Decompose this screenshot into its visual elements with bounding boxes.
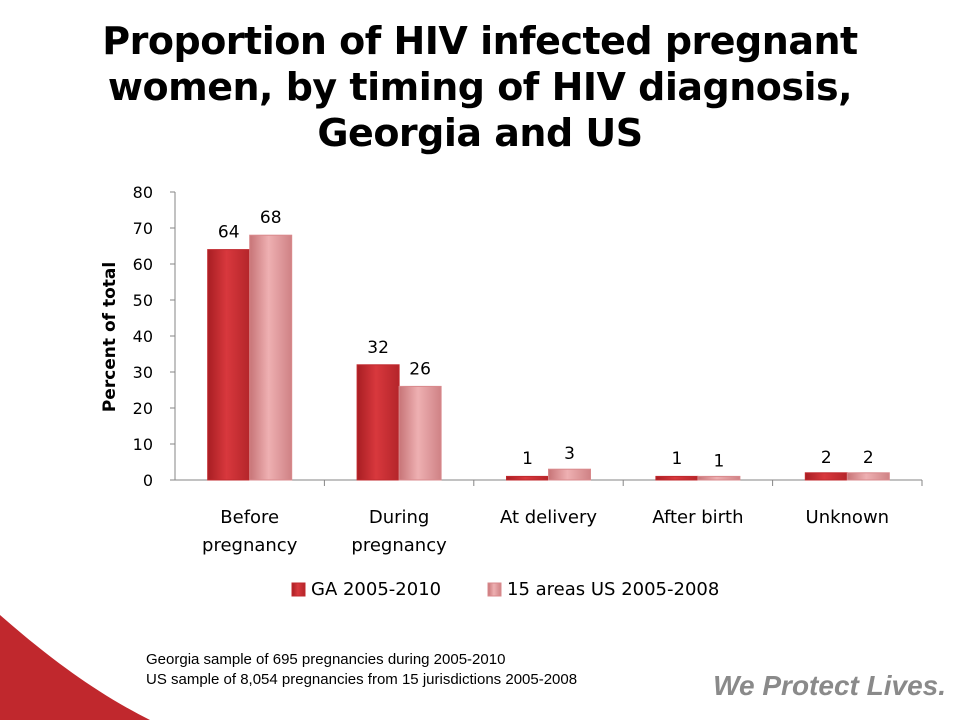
y-tick-label: 80 xyxy=(133,183,153,202)
y-tick-label: 70 xyxy=(133,219,153,238)
chart-title-line-1: Proportion of HIV infected pregnant xyxy=(102,19,858,63)
y-axis-label: Percent of total xyxy=(100,262,120,412)
legend-label-us: 15 areas US 2005-2008 xyxy=(507,579,719,600)
data-label: 2 xyxy=(863,448,874,468)
y-tick-label: 50 xyxy=(133,291,153,310)
bar-us-2 xyxy=(548,468,591,481)
x-tick-label: pregnancy xyxy=(351,535,447,556)
y-tick-label: 60 xyxy=(133,255,153,274)
data-label: 2 xyxy=(821,448,832,468)
x-tick-label: At delivery xyxy=(500,507,597,528)
data-label: 32 xyxy=(367,338,389,358)
bar-us-3 xyxy=(697,475,741,481)
note-us: US sample of 8,054 pregnancies from 15 j… xyxy=(146,671,578,688)
x-tick-label: Before xyxy=(220,507,279,528)
bar-ga-3 xyxy=(655,475,699,481)
y-tick-label: 0 xyxy=(143,471,153,490)
data-label: 3 xyxy=(564,444,575,464)
chart-title: Proportion of HIV infected pregnant wome… xyxy=(40,18,920,156)
y-tick-label: 20 xyxy=(133,399,153,418)
legend-swatch-ga xyxy=(291,582,306,597)
x-tick-label: After birth xyxy=(652,507,743,528)
legend-label-ga: GA 2005-2010 xyxy=(311,579,441,600)
tagline: We Protect Lives. xyxy=(713,670,946,701)
data-label: 26 xyxy=(409,359,431,379)
x-tick-label: pregnancy xyxy=(202,535,298,556)
data-label: 68 xyxy=(260,208,282,228)
bar-ga-4 xyxy=(804,472,848,481)
chart-title-line-3: Georgia and US xyxy=(317,111,643,155)
bar-ga-0 xyxy=(207,249,251,481)
chart-title-line-2: women, by timing of HIV diagnosis, xyxy=(107,65,853,109)
x-tick-label: Unknown xyxy=(806,507,890,528)
sample-notes: Georgia sample of 695 pregnancies during… xyxy=(146,650,577,690)
y-tick-label: 10 xyxy=(133,435,153,454)
legend-swatch-us xyxy=(487,582,502,597)
bar-ga-2 xyxy=(506,475,549,481)
x-tick-label: During xyxy=(369,507,430,528)
bar-us-1 xyxy=(398,385,442,481)
decorative-wave xyxy=(0,615,150,720)
note-georgia: Georgia sample of 695 pregnancies during… xyxy=(146,651,506,668)
y-tick-label: 40 xyxy=(133,327,153,346)
data-label: 1 xyxy=(522,449,533,469)
bar-ga-1 xyxy=(356,364,400,481)
bar-us-0 xyxy=(249,234,293,481)
data-label: 1 xyxy=(671,449,682,469)
bar-us-4 xyxy=(846,472,890,481)
data-label: 64 xyxy=(218,223,240,243)
data-label: 1 xyxy=(713,451,724,471)
y-tick-label: 30 xyxy=(133,363,153,382)
